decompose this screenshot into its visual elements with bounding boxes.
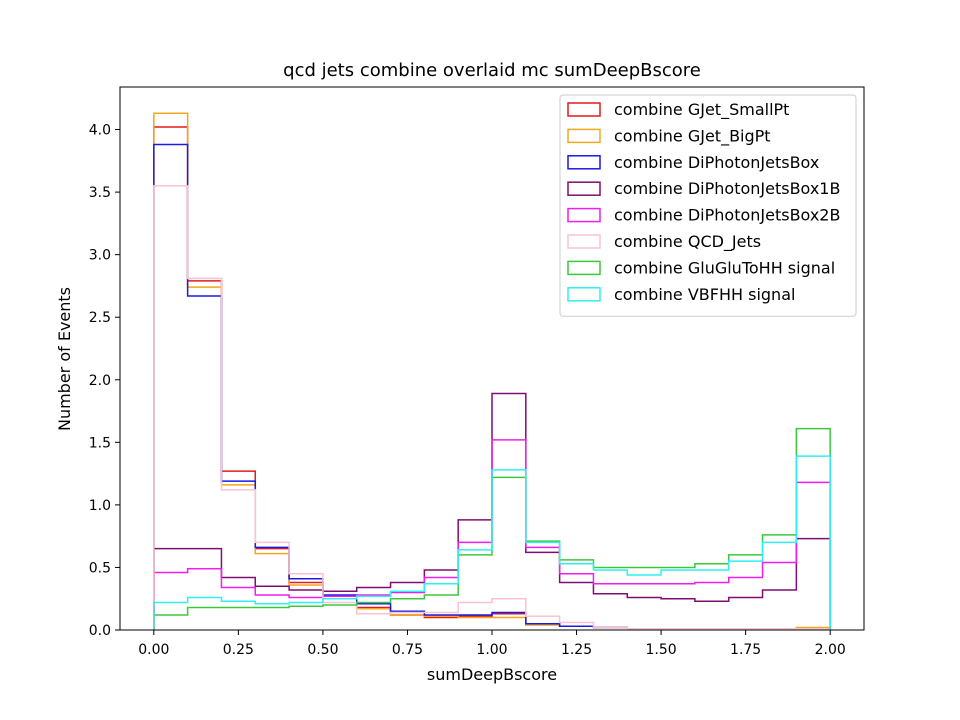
legend-box — [559, 94, 857, 317]
y-tick-label: 4.0 — [89, 123, 111, 139]
y-tick-label: 1.5 — [89, 435, 111, 451]
series-5-line — [153, 439, 831, 630]
legend-label: combine DiPhotonJetsBox2B — [614, 206, 840, 225]
x-tick-label: 0.75 — [392, 642, 423, 658]
y-tick-label: 2.5 — [89, 310, 111, 326]
y-tick-label: 0.5 — [89, 560, 111, 576]
legend-swatch — [567, 260, 601, 276]
legend-label: combine GluGluToHH signal — [614, 258, 835, 277]
x-tick-label: 1.50 — [646, 642, 677, 658]
legend-label: combine VBFHH signal — [614, 285, 795, 304]
legend-swatch — [567, 287, 601, 302]
legend-swatch — [567, 234, 601, 249]
x-tick-label: 2.00 — [815, 642, 846, 658]
x-axis: 0.00 0.25 0.50 0.75 1.00 1.25 1.50 1.75 2.00 — [138, 630, 846, 658]
legend-label: combine QCD_Jets — [614, 232, 761, 252]
y-tick-label: 3.0 — [89, 248, 111, 264]
legend-swatch — [567, 128, 601, 144]
x-tick-label: 0.25 — [223, 642, 254, 658]
y-axis: 0.0 0.5 1.0 1.5 2.0 2.5 3.0 3.5 4.0 — [89, 123, 120, 639]
y-tick-label: 1.0 — [89, 498, 111, 514]
series-6-line — [153, 185, 831, 630]
legend-label: combine GJet_BigPt — [614, 126, 771, 146]
legend-label: combine DiPhotonJetsBox1B — [614, 179, 840, 198]
legend-swatch — [567, 102, 601, 117]
legend-swatch — [567, 155, 601, 170]
chart-title: qcd jets combine overlaid mc sumDeepBsco… — [283, 60, 701, 81]
x-tick-label: 1.00 — [476, 642, 507, 658]
legend-swatch — [567, 181, 601, 196]
y-tick-label: 2.0 — [89, 373, 111, 389]
series-layer — [153, 112, 831, 630]
x-tick-label: 1.75 — [730, 642, 761, 658]
y-tick-label: 3.5 — [89, 185, 111, 201]
x-tick-label: 0.50 — [307, 642, 338, 658]
y-tick-label: 0.0 — [89, 623, 111, 639]
x-tick-label: 1.25 — [561, 642, 592, 658]
x-axis-label: sumDeepBscore — [427, 665, 557, 684]
y-axis-label: Number of Events — [55, 287, 74, 431]
x-tick-label: 0.00 — [138, 642, 169, 658]
series-4-line — [153, 392, 831, 630]
legend-swatch — [567, 207, 601, 223]
legend-label: combine GJet_SmallPt — [614, 100, 789, 120]
legend-label: combine DiPhotonJetsBox — [614, 153, 819, 172]
series-8-line — [153, 455, 831, 630]
